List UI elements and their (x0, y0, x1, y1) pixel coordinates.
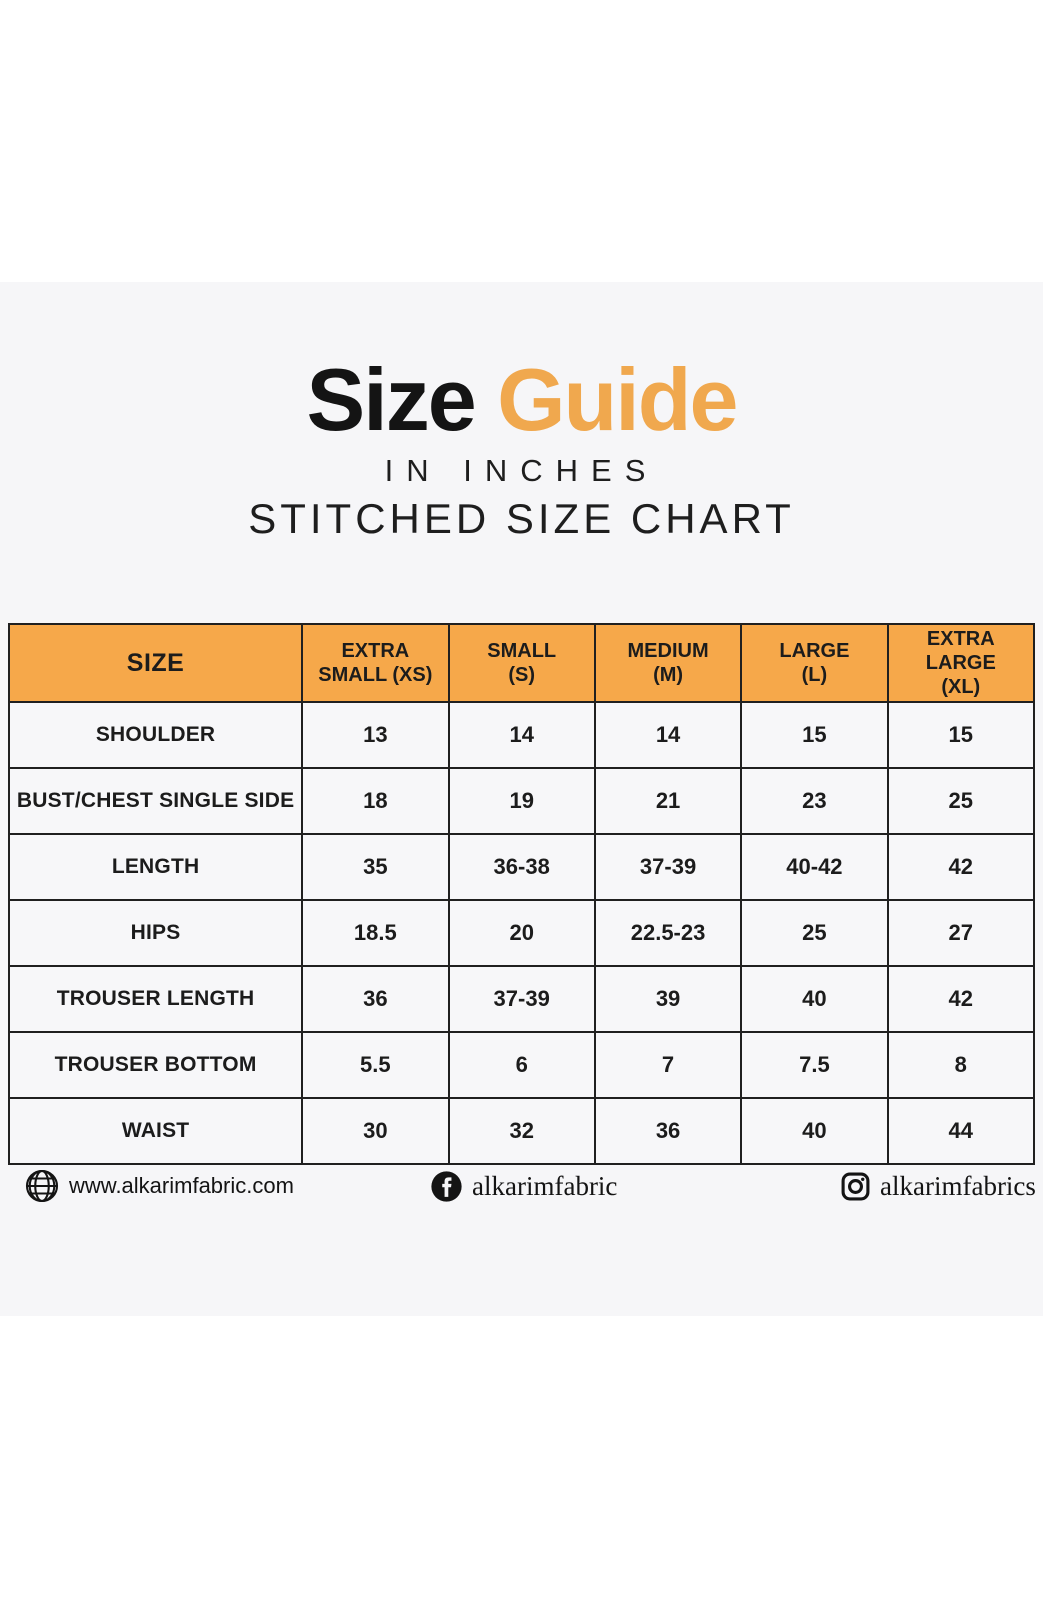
cell-value: 40 (740, 965, 889, 1033)
cell-value: 37-39 (593, 833, 743, 901)
cell-value: 13 (301, 701, 450, 769)
cell-value: 30 (301, 1097, 450, 1165)
cell-value: 22.5-23 (593, 899, 743, 967)
column-header-extra-small: EXTRA SMALL (XS) (301, 623, 450, 703)
row-label: HIPS (7, 899, 304, 967)
column-header-small: SMALL (S) (447, 623, 596, 703)
cell-value: 42 (886, 833, 1036, 901)
table-row-bust-chest: BUST/CHEST SINGLE SIDE 18 19 21 23 25 (7, 767, 1036, 835)
cell-value: 14 (593, 701, 743, 769)
table-row-trouser-bottom: TROUSER BOTTOM 5.5 6 7 7.5 8 (7, 1031, 1036, 1099)
facebook-handle: alkarimfabric (472, 1170, 618, 1201)
table-row-waist: WAIST 30 32 36 40 44 (7, 1097, 1036, 1165)
row-label: LENGTH (7, 833, 304, 901)
cell-value: 18 (301, 767, 450, 835)
cell-value: 7.5 (740, 1031, 889, 1099)
table-row-trouser-length: TROUSER LENGTH 36 37-39 39 40 42 (7, 965, 1036, 1033)
table-row-hips: HIPS 18.5 20 22.5-23 25 27 (7, 899, 1036, 967)
cell-value: 40 (740, 1097, 889, 1165)
cell-value: 20 (447, 899, 596, 967)
row-label: TROUSER LENGTH (7, 965, 304, 1033)
cell-value: 36-38 (447, 833, 596, 901)
cell-value: 25 (886, 767, 1036, 835)
cell-value: 5.5 (301, 1031, 450, 1099)
column-header-extra-large: EXTRA LARGE (XL) (886, 623, 1036, 703)
row-label: SHOULDER (7, 701, 304, 769)
cell-value: 32 (447, 1097, 596, 1165)
footer-instagram: alkarimfabrics (840, 1164, 1036, 1208)
cell-value: 25 (740, 899, 889, 967)
cell-value: 18.5 (301, 899, 450, 967)
column-header-medium: MEDIUM (M) (593, 623, 743, 703)
subtitle-stitched-size-chart: STITCHED SIZE CHART (248, 494, 795, 542)
row-label: BUST/CHEST SINGLE SIDE (7, 767, 304, 835)
cell-value: 14 (447, 701, 596, 769)
cell-value: 35 (301, 833, 450, 901)
instagram-icon (840, 1171, 871, 1202)
table-row-shoulder: SHOULDER 13 14 14 15 15 (7, 701, 1036, 769)
cell-value: 42 (886, 965, 1036, 1033)
cell-value: 23 (740, 767, 889, 835)
cell-value: 40-42 (740, 833, 889, 901)
column-header-size: SIZE (7, 623, 304, 703)
cell-value: 15 (740, 701, 889, 769)
cell-value: 15 (886, 701, 1036, 769)
table-row-length: LENGTH 35 36-38 37-39 40-42 42 (7, 833, 1036, 901)
cell-value: 44 (886, 1097, 1036, 1165)
page-title-accent: Guide (497, 350, 738, 449)
cell-value: 8 (886, 1031, 1036, 1099)
cell-value: 19 (447, 767, 596, 835)
cell-value: 21 (593, 767, 743, 835)
facebook-icon (430, 1170, 463, 1203)
cell-value: 7 (593, 1031, 743, 1099)
table-header-row: SIZE EXTRA SMALL (XS) SMALL (S) MEDIUM (… (7, 623, 1036, 703)
subtitle-in-inches: IN INCHES (384, 452, 659, 488)
instagram-handle: alkarimfabrics (880, 1170, 1036, 1201)
globe-icon (24, 1168, 60, 1204)
title-block: Size Guide IN INCHES STITCHED SIZE CHART (0, 350, 1043, 543)
cell-value: 36 (593, 1097, 743, 1165)
row-label: TROUSER BOTTOM (7, 1031, 304, 1099)
footer-facebook: alkarimfabric (430, 1164, 617, 1208)
cell-value: 37-39 (447, 965, 596, 1033)
website-url: www.alkarimfabric.com (69, 1173, 294, 1198)
row-label: WAIST (7, 1097, 304, 1165)
cell-value: 36 (301, 965, 450, 1033)
cell-value: 27 (886, 899, 1036, 967)
footer-website: www.alkarimfabric.com (24, 1164, 294, 1208)
column-header-large: LARGE (L) (740, 623, 889, 703)
cell-value: 39 (593, 965, 743, 1033)
page-title: Size Guide (0, 350, 1043, 449)
cell-value: 6 (447, 1031, 596, 1099)
page-title-black: Size (306, 350, 498, 449)
size-chart-table: SIZE EXTRA SMALL (XS) SMALL (S) MEDIUM (… (7, 623, 1036, 1165)
